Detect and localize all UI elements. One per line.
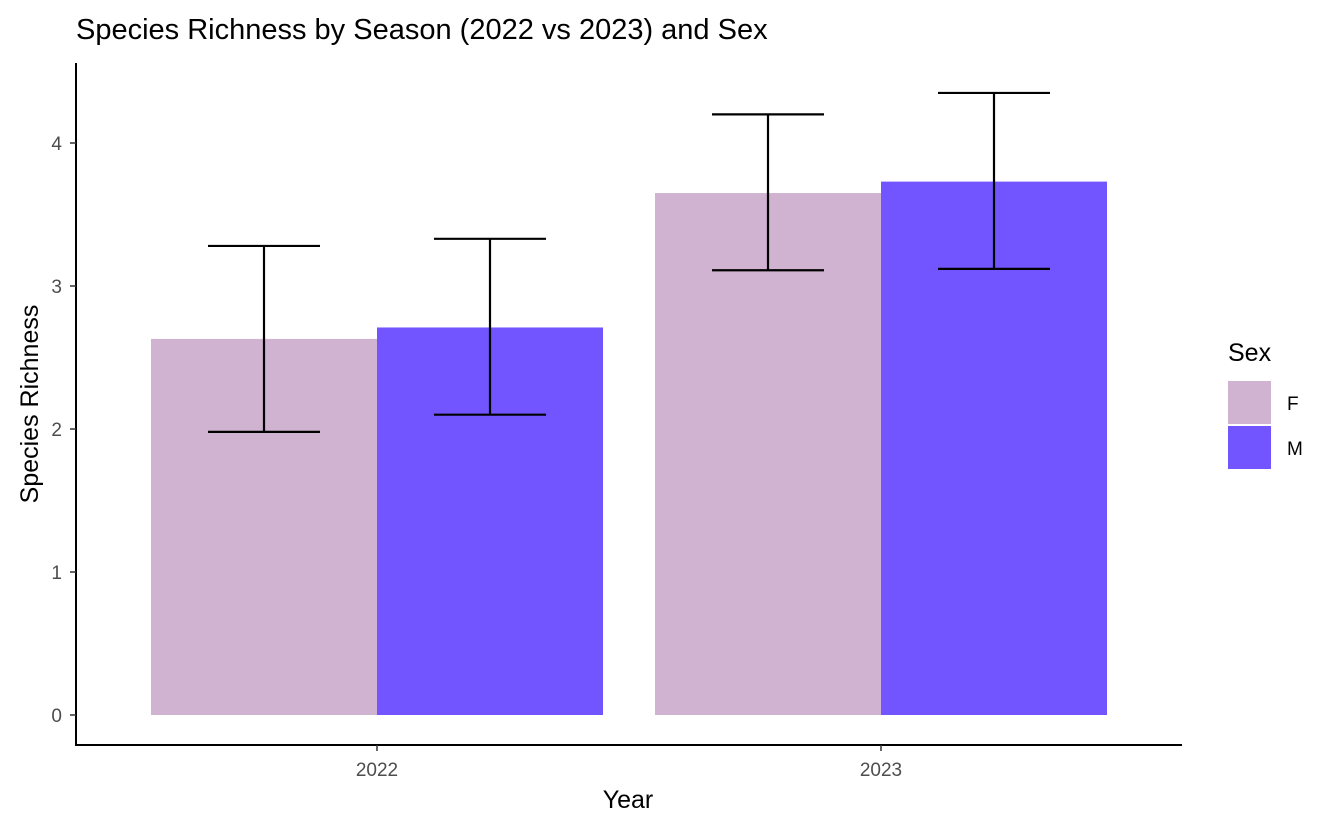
- legend-key-F: [1228, 381, 1271, 424]
- legend-item-M: M: [1228, 426, 1303, 469]
- bars-layer: [151, 181, 1107, 716]
- y-tick-label-4: 4: [51, 134, 62, 155]
- y-tick-label-3: 3: [51, 277, 62, 298]
- error-bar-F-2022: [208, 244, 320, 433]
- y-tick-label-0: 0: [51, 706, 62, 727]
- legend-item-F: F: [1228, 381, 1299, 424]
- x-axis-title: Year: [603, 786, 654, 814]
- chart-title: Species Richness by Season (2022 vs 2023…: [76, 14, 768, 46]
- bar-M-2023: [881, 181, 1107, 716]
- bar-F-2023: [655, 193, 881, 716]
- legend: Sex FM: [1228, 339, 1303, 469]
- y-axis-title: Species Richness: [16, 305, 44, 504]
- x-tick-label-2022: 2022: [356, 760, 398, 781]
- x-ticks: 2022 2023: [356, 745, 902, 781]
- legend-label-F: F: [1287, 394, 1299, 415]
- legend-items: FM: [1228, 381, 1303, 469]
- error-bar-M-2023: [938, 91, 1050, 270]
- y-tick-label-2: 2: [51, 420, 62, 441]
- legend-title: Sex: [1228, 339, 1272, 367]
- error-bar-M-2022: [434, 237, 546, 416]
- y-tick-label-1: 1: [51, 563, 62, 584]
- legend-label-M: M: [1287, 439, 1303, 460]
- y-ticks: 0 1 2 3 4: [51, 134, 76, 727]
- error-bar-F-2023: [712, 113, 824, 272]
- x-tick-label-2023: 2023: [860, 760, 902, 781]
- error-bars-layer: [208, 91, 1050, 433]
- legend-key-M: [1228, 426, 1271, 469]
